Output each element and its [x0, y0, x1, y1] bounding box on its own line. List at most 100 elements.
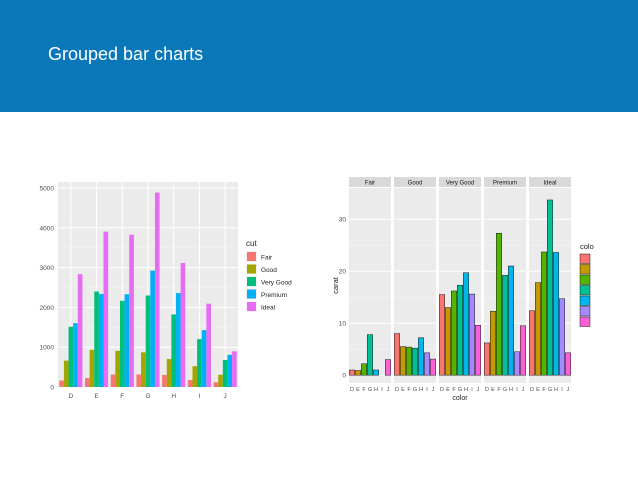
x-tick-label: J — [387, 387, 390, 393]
x-tick-label: J — [567, 387, 570, 393]
y-tick-label: 10 — [339, 321, 347, 328]
x-tick-label: J — [432, 387, 435, 393]
bar — [484, 342, 490, 376]
bar — [508, 265, 514, 376]
bar — [355, 370, 361, 376]
legend-title: cut — [246, 239, 257, 248]
bar — [514, 351, 520, 376]
bar — [89, 349, 95, 387]
bar — [367, 334, 373, 376]
bar — [103, 231, 109, 387]
bar — [385, 359, 391, 376]
bar — [171, 314, 177, 387]
x-tick-label: F — [120, 393, 124, 400]
x-tick-label: F — [542, 387, 546, 393]
x-tick-label: E — [94, 393, 99, 400]
slide-header: Grouped bar charts — [0, 0, 638, 112]
bar — [154, 192, 160, 387]
y-tick-label: 30 — [339, 217, 347, 224]
x-tick-label: F — [362, 387, 366, 393]
facet-strip — [529, 177, 571, 187]
bar — [119, 300, 125, 387]
x-tick-label: G — [458, 387, 462, 393]
x-tick-label: J — [522, 387, 525, 393]
bar — [496, 232, 502, 376]
y-tick-label: 2000 — [40, 305, 55, 312]
x-tick-label: I — [516, 387, 518, 393]
bar — [176, 293, 181, 387]
legend-swatch — [247, 277, 256, 286]
bar — [136, 374, 142, 387]
bar — [110, 374, 116, 387]
legend-swatch — [579, 316, 591, 327]
bar — [232, 351, 237, 387]
x-tick-label: D — [485, 387, 489, 393]
x-tick-label: D — [440, 387, 444, 393]
legend-swatch — [247, 252, 256, 261]
bar — [406, 346, 412, 376]
facet-strip — [439, 177, 481, 187]
bar — [535, 282, 541, 376]
x-tick-label: F — [497, 387, 501, 393]
x-tick-label: H — [171, 393, 176, 400]
bar — [129, 234, 134, 387]
facet-label: Ideal — [543, 181, 556, 187]
bar — [206, 303, 211, 387]
x-tick-label: J — [477, 387, 480, 393]
bar — [180, 263, 186, 387]
bar — [424, 352, 430, 376]
x-tick-label: E — [356, 387, 360, 393]
legend-swatch — [247, 289, 256, 299]
legend-swatch — [579, 253, 591, 264]
legend-title: colo — [580, 242, 594, 251]
x-tick-label: D — [395, 387, 399, 393]
bar — [98, 293, 104, 387]
y-tick-label: 3000 — [40, 265, 55, 272]
x-tick-label: G — [548, 387, 552, 393]
bar — [373, 369, 379, 376]
bar — [418, 337, 424, 376]
x-tick-label: F — [407, 387, 411, 393]
legend-label: Good — [261, 267, 277, 274]
bar — [222, 360, 228, 387]
facet-label: Fair — [365, 181, 375, 187]
bar — [85, 378, 90, 387]
x-tick-label: H — [554, 387, 558, 393]
bar — [490, 310, 496, 376]
y-tick-label: 1000 — [40, 345, 55, 352]
x-tick-label: I — [199, 393, 201, 400]
facet-label: Very Good — [446, 181, 474, 187]
legend-swatch — [579, 274, 591, 285]
bar — [197, 339, 202, 387]
x-tick-label: H — [464, 387, 468, 393]
bar — [394, 333, 400, 376]
y-tick-label: 0 — [50, 385, 54, 392]
bar — [349, 369, 355, 376]
legend-swatch — [579, 306, 591, 317]
x-tick-label: E — [401, 387, 405, 393]
y-tick-label: 20 — [339, 269, 347, 276]
bar — [166, 359, 172, 387]
y-tick-label: 0 — [342, 373, 346, 380]
x-tick-label: H — [374, 387, 378, 393]
x-tick-label: E — [446, 387, 450, 393]
bar — [445, 307, 451, 376]
bar — [529, 310, 535, 376]
bar — [68, 326, 74, 387]
bar — [227, 354, 233, 387]
bar — [475, 325, 481, 376]
x-tick-label: I — [561, 387, 563, 393]
bar — [463, 272, 469, 376]
legend-label: Fair — [261, 255, 273, 262]
y-axis-title: carat — [331, 276, 340, 294]
x-tick-label: G — [413, 387, 417, 393]
bar — [201, 330, 207, 387]
legend-swatch — [247, 302, 256, 311]
bar — [77, 274, 83, 387]
legend-swatch — [247, 264, 256, 274]
bar — [124, 294, 130, 387]
bar — [59, 380, 64, 387]
legend-label: Ideal — [261, 305, 276, 312]
